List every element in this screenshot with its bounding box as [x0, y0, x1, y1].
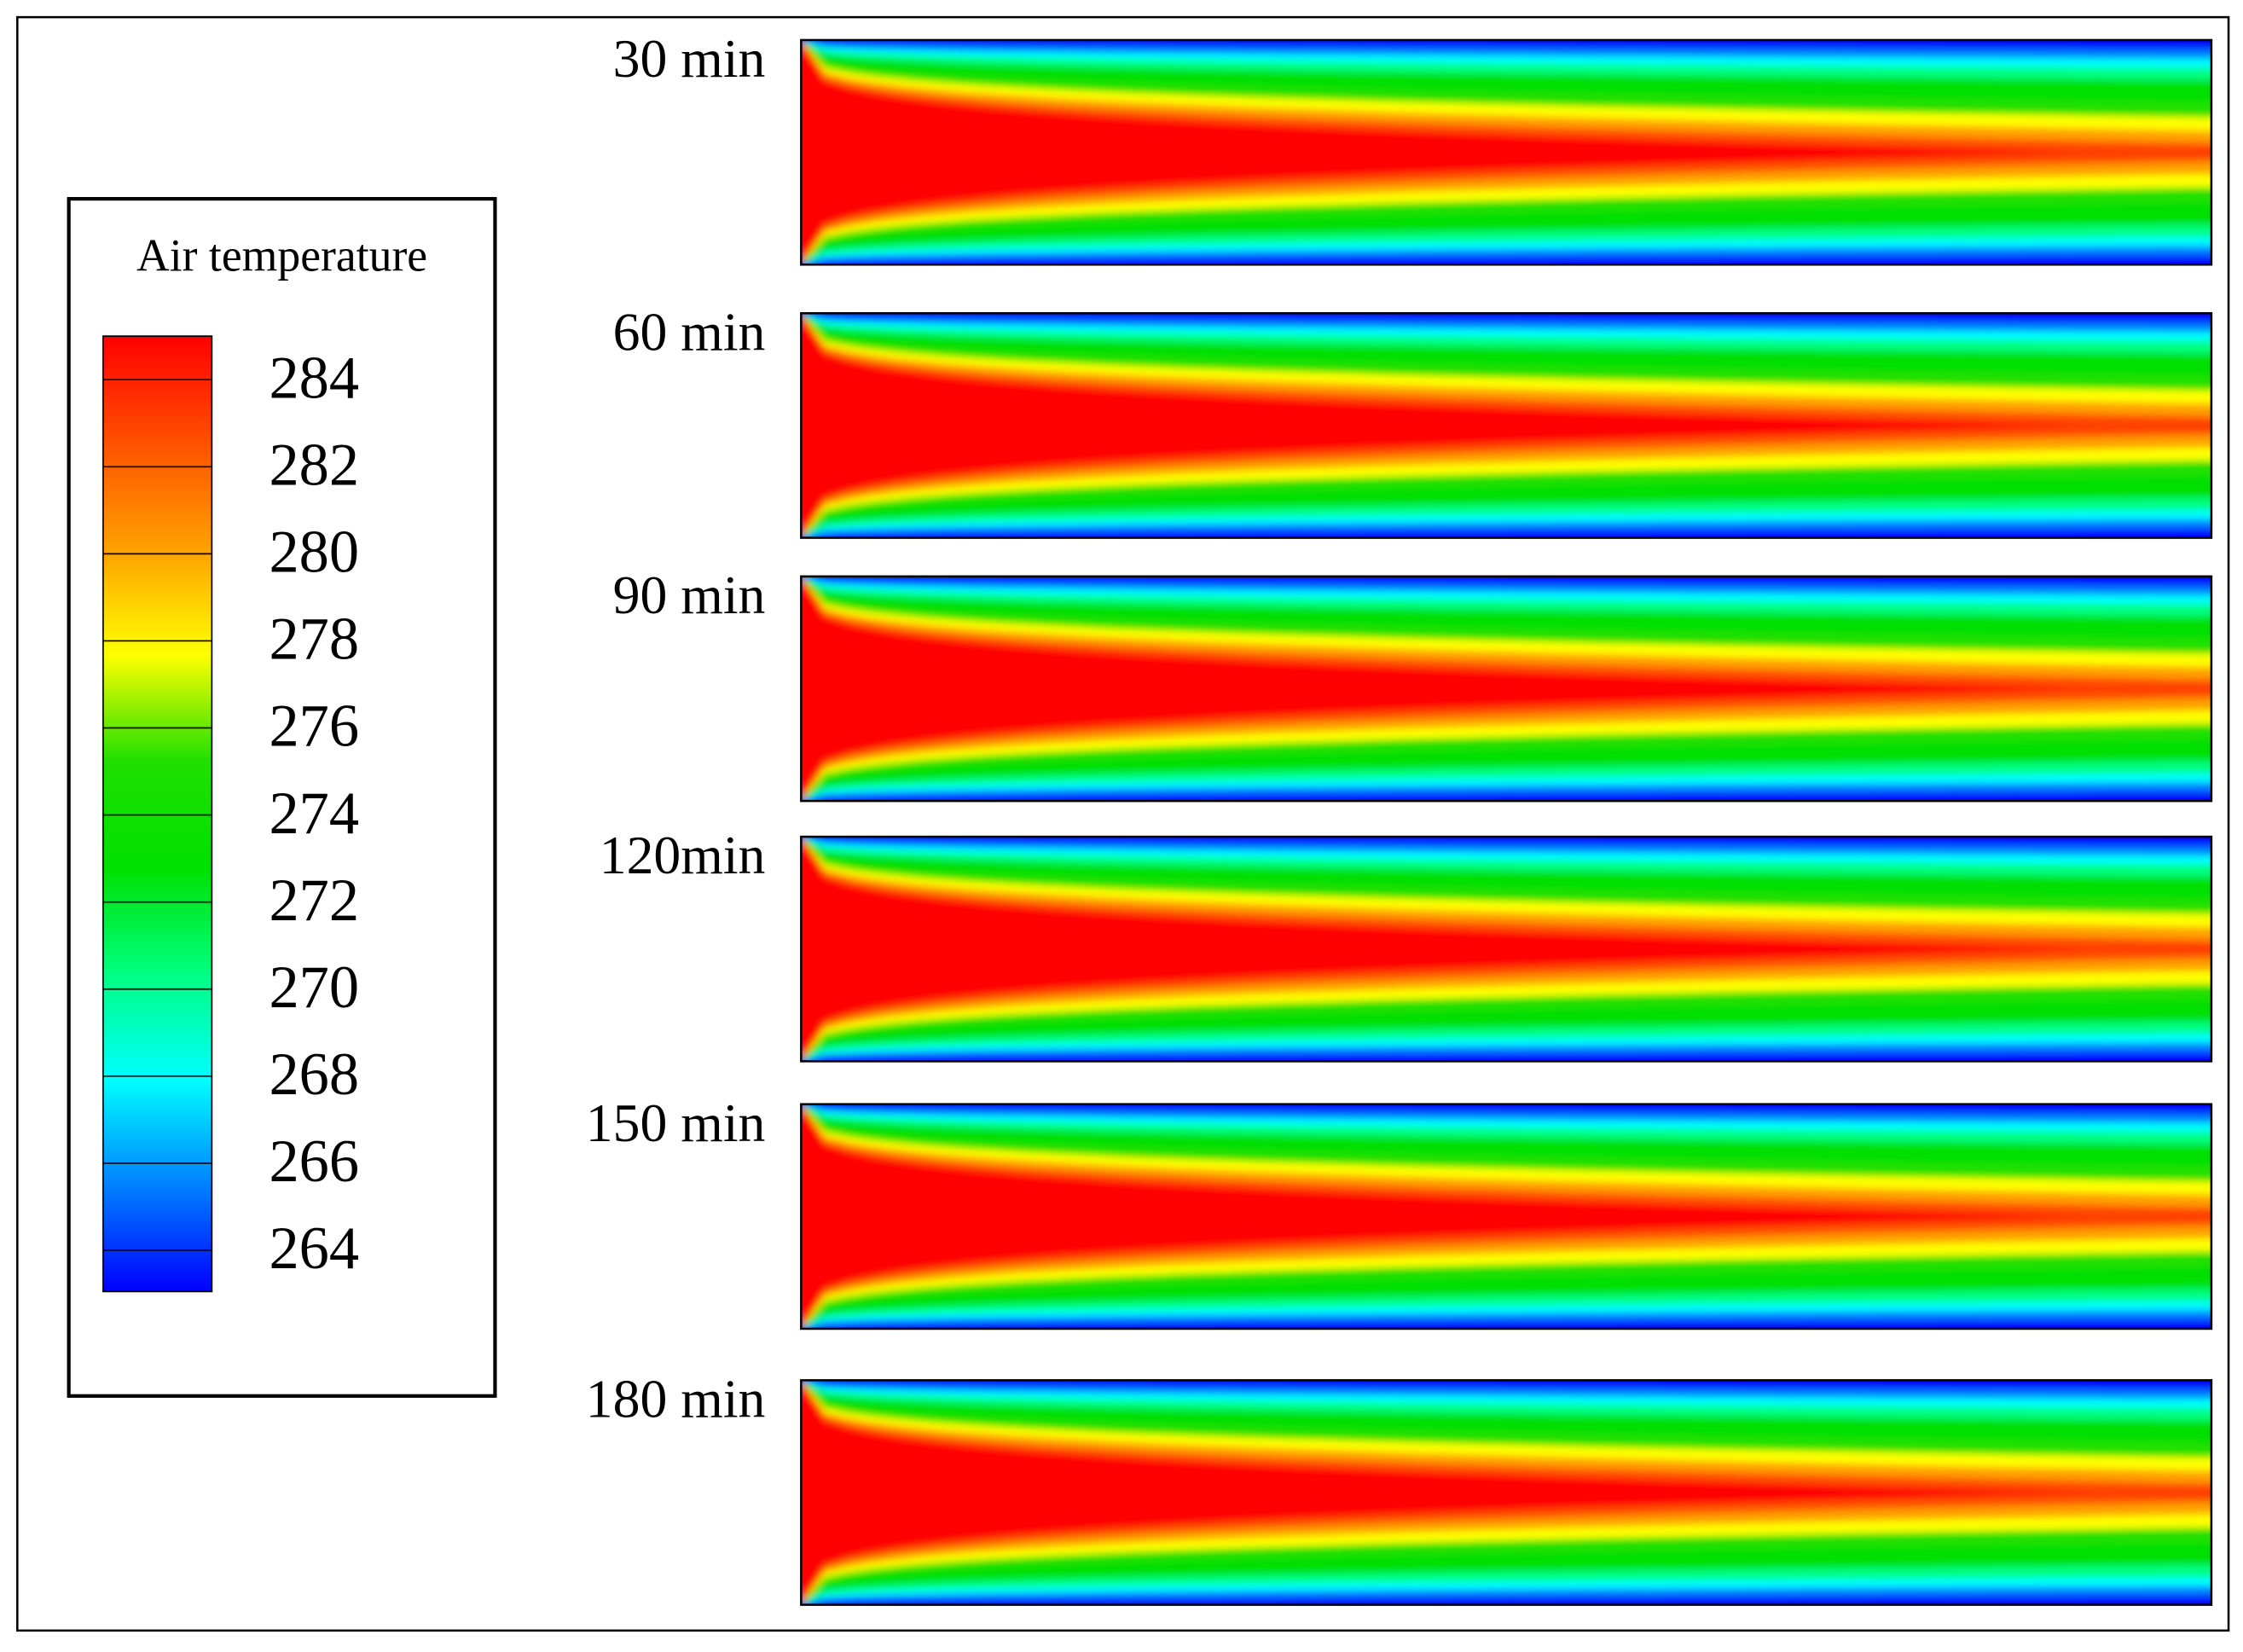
contour-bands	[801, 1380, 2211, 1605]
colorbar-tick-label: 280	[269, 519, 359, 586]
colorbar-tick-label: 278	[269, 606, 359, 673]
contour-field	[801, 837, 2211, 1062]
panel-frame	[800, 38, 2213, 266]
contour-field	[801, 1380, 2211, 1605]
colorbar-tick-label: 272	[269, 867, 359, 934]
colorbar	[102, 335, 213, 1293]
contour-bands	[801, 837, 2211, 1062]
contour-field	[801, 576, 2211, 802]
contour-bands	[801, 1104, 2211, 1329]
panel-frame	[800, 1379, 2213, 1606]
panel-frame	[800, 312, 2213, 539]
band	[801, 313, 2211, 538]
contour-field	[801, 39, 2211, 265]
colorbar-tick-label: 266	[269, 1128, 359, 1195]
panel-label: 150 min	[586, 1093, 766, 1153]
colorbar-tick-label: 274	[269, 780, 359, 847]
colorbar-tick-label: 276	[269, 693, 359, 760]
contour-bands	[801, 576, 2211, 802]
panel-label: 60 min	[613, 301, 766, 362]
contour-field	[801, 313, 2211, 538]
band	[801, 837, 2211, 1062]
band	[801, 576, 2211, 802]
panel-frame	[800, 1103, 2213, 1330]
colorbar-tick-label: 268	[269, 1041, 359, 1108]
colorbar-tick-label: 284	[269, 345, 359, 411]
panel-frame	[800, 835, 2213, 1063]
colorbar-tick-label: 270	[269, 954, 359, 1021]
panel-label: 90 min	[613, 565, 766, 625]
band	[801, 1380, 2211, 1605]
panel-label: 30 min	[613, 28, 766, 89]
legend-title: Air temperature	[136, 230, 427, 281]
band	[801, 1104, 2211, 1329]
colorbar-tick-label: 264	[269, 1215, 359, 1282]
contour-bands	[801, 313, 2211, 538]
panel-label: 120min	[600, 825, 766, 885]
panel-label: 180 min	[586, 1368, 766, 1429]
contour-field	[801, 1104, 2211, 1329]
panel-frame	[800, 575, 2213, 803]
band	[801, 39, 2211, 265]
colorbar-tick-label: 282	[269, 432, 359, 498]
contour-bands	[801, 39, 2211, 265]
